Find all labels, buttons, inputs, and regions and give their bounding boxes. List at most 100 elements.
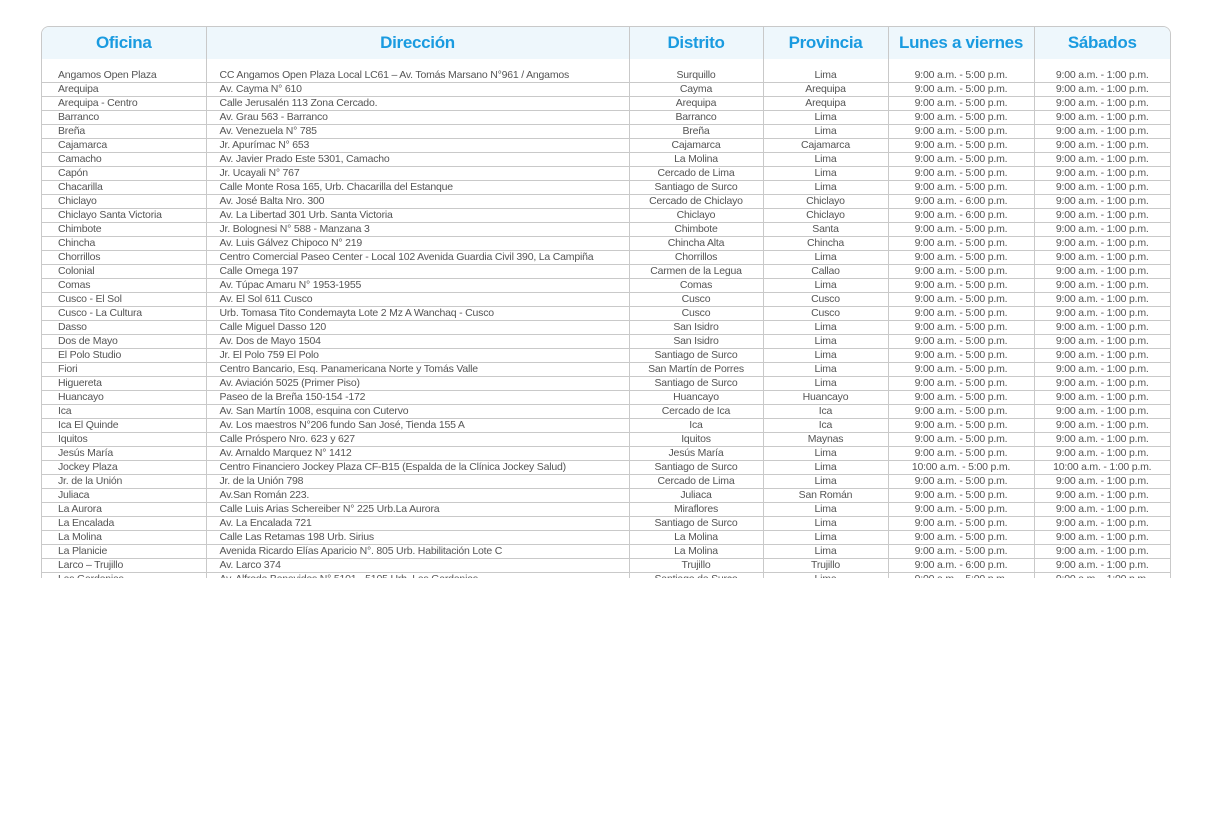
cell-lunes-a-viernes: 9:00 a.m. - 5:00 p.m. [887,82,1034,97]
cell-oficina: Ica El Quinde [42,418,206,433]
cell-distrito: Chimbote [628,222,763,237]
cell-lunes-a-viernes: 9:00 a.m. - 5:00 p.m. [887,110,1034,125]
table-row: Juliaca Av.San Román 223. Juliaca San Román… [42,488,1170,503]
cell-lunes-a-viernes: 9:00 a.m. - 6:00 p.m. [887,558,1034,573]
cell-direccion: Av. Cayma N° 610 [205,82,629,97]
cell-distrito: Cajamarca [628,138,763,153]
cell-lunes-a-viernes: 9:00 a.m. - 5:00 p.m. [887,180,1034,195]
cell-sabados: 9:00 a.m. - 1:00 p.m. [1033,474,1170,489]
cell-direccion: Av. San Martín 1008, esquina con Cutervo [205,404,629,419]
table-row: Higuereta Av. Aviación 5025 (Primer Piso)… [42,376,1170,391]
table-row: El Polo Studio Jr. El Polo 759 El Polo San… [42,348,1170,363]
cell-lunes-a-viernes: 9:00 a.m. - 5:00 p.m. [887,348,1034,363]
cell-sabados: 9:00 a.m. - 1:00 p.m. [1033,544,1170,559]
cell-oficina: Camacho [42,152,206,167]
cell-distrito: Barranco [628,110,763,125]
cell-provincia: Chiclayo [762,208,888,223]
cell-provincia: Lima [762,362,888,377]
table-row: Jr. de la Unión Jr. de la Unión 798 Cercad… [42,474,1170,489]
cell-direccion: Paseo de la Breña 150-154 -172 [205,390,629,405]
cell-sabados: 9:00 a.m. - 1:00 p.m. [1033,180,1170,195]
cell-provincia: Lima [762,110,888,125]
cell-provincia: Cusco [762,306,888,321]
cell-sabados: 9:00 a.m. - 1:00 p.m. [1033,320,1170,335]
cell-distrito: Santiago de Surco [628,572,763,578]
cell-provincia: Lima [762,180,888,195]
cell-sabados: 9:00 a.m. - 1:00 p.m. [1033,264,1170,279]
table-row: Huancayo Paseo de la Breña 150-154 -172 Hu… [42,390,1170,405]
cell-oficina: La Aurora [42,502,206,517]
cell-provincia: Callao [762,264,888,279]
cell-oficina: Chacarilla [42,180,206,195]
table-row: Fiori Centro Bancario, Esq. Panamericana … [42,362,1170,377]
cell-oficina: Jockey Plaza [42,460,206,475]
cell-distrito: Cercado de Chiclayo [628,194,763,209]
cell-distrito: Breña [628,124,763,139]
cell-oficina: Cajamarca [42,138,206,153]
cell-oficina: Juliaca [42,488,206,503]
cell-sabados: 9:00 a.m. - 1:00 p.m. [1033,222,1170,237]
cell-oficina: Iquitos [42,432,206,447]
cell-oficina: Barranco [42,110,206,125]
cell-sabados: 9:00 a.m. - 1:00 p.m. [1033,376,1170,391]
cell-provincia: Lima [762,278,888,293]
cell-distrito: Huancayo [628,390,763,405]
table-row: Chacarilla Calle Monte Rosa 165, Urb. Cha… [42,180,1170,195]
cell-lunes-a-viernes: 9:00 a.m. - 5:00 p.m. [887,474,1034,489]
cell-direccion: Urb. Tomasa Tito Condemayta Lote 2 Mz A … [205,306,629,321]
cell-oficina: Ica [42,404,206,419]
cell-lunes-a-viernes: 9:00 a.m. - 5:00 p.m. [887,516,1034,531]
cell-direccion: Calle Jerusalén 113 Zona Cercado. [205,96,629,111]
cell-lunes-a-viernes: 9:00 a.m. - 5:00 p.m. [887,320,1034,335]
cell-sabados: 9:00 a.m. - 1:00 p.m. [1033,138,1170,153]
cell-direccion: Av. Dos de Mayo 1504 [205,334,629,349]
cell-sabados: 9:00 a.m. - 1:00 p.m. [1033,516,1170,531]
cell-sabados: 9:00 a.m. - 1:00 p.m. [1033,166,1170,181]
cell-sabados: 9:00 a.m. - 1:00 p.m. [1033,59,1170,83]
cell-sabados: 9:00 a.m. - 1:00 p.m. [1033,194,1170,209]
cell-direccion: Calle Las Retamas 198 Urb. Sirius [205,530,629,545]
header-distrito: Distrito [628,27,763,59]
cell-direccion: Av. Luis Gálvez Chipoco N° 219 [205,236,629,251]
cell-lunes-a-viernes: 9:00 a.m. - 5:00 p.m. [887,544,1034,559]
table-row: La Aurora Calle Luis Arias Schereiber N° … [42,502,1170,517]
cell-direccion: Av. Aviación 5025 (Primer Piso) [205,376,629,391]
cell-sabados: 9:00 a.m. - 1:00 p.m. [1033,124,1170,139]
cell-oficina: Dos de Mayo [42,334,206,349]
table-row: Angamos Open Plaza CC Angamos Open Plaza … [42,59,1170,83]
cell-provincia: Arequipa [762,96,888,111]
cell-oficina: Comas [42,278,206,293]
cell-provincia: Lima [762,516,888,531]
cell-direccion: Av. La Encalada 721 [205,516,629,531]
cell-oficina: Chorrillos [42,250,206,265]
cell-direccion: Calle Miguel Dasso 120 [205,320,629,335]
cell-direccion: Av. Los maestros N°206 fundo San José, T… [205,418,629,433]
cell-lunes-a-viernes: 9:00 a.m. - 5:00 p.m. [887,124,1034,139]
cell-distrito: Ica [628,418,763,433]
cell-lunes-a-viernes: 9:00 a.m. - 5:00 p.m. [887,376,1034,391]
cell-direccion: Av. Túpac Amaru N° 1953-1955 [205,278,629,293]
cell-direccion: Av. Arnaldo Marquez N° 1412 [205,446,629,461]
table-row: Colonial Calle Omega 197 Carmen de la Legu… [42,264,1170,279]
table-header-row: Oficina Dirección Distrito Provincia Lun… [42,27,1170,59]
cell-lunes-a-viernes: 9:00 a.m. - 5:00 p.m. [887,250,1034,265]
cell-distrito: Cusco [628,306,763,321]
table-row: Chimbote Jr. Bolognesi N° 588 - Manzana 3… [42,222,1170,237]
table-row: Arequipa - Centro Calle Jerusalén 113 Zon… [42,96,1170,111]
cell-distrito: Santiago de Surco [628,348,763,363]
cell-sabados: 9:00 a.m. - 1:00 p.m. [1033,334,1170,349]
table-row: Barranco Av. Grau 563 - Barranco Barranco L… [42,110,1170,125]
cell-oficina: Breña [42,124,206,139]
cell-oficina: Capón [42,166,206,181]
cell-provincia: Cusco [762,292,888,307]
cell-provincia: Lima [762,348,888,363]
header-sabados: Sábados [1033,27,1170,59]
cell-oficina: Dasso [42,320,206,335]
cell-distrito: Cusco [628,292,763,307]
table-row: Ica El Quinde Av. Los maestros N°206 fund… [42,418,1170,433]
cell-sabados: 10:00 a.m. - 1:00 p.m. [1033,460,1170,475]
cell-provincia: Lima [762,124,888,139]
cell-sabados: 9:00 a.m. - 1:00 p.m. [1033,502,1170,517]
cell-distrito: San Isidro [628,334,763,349]
cell-lunes-a-viernes: 9:00 a.m. - 5:00 p.m. [887,432,1034,447]
